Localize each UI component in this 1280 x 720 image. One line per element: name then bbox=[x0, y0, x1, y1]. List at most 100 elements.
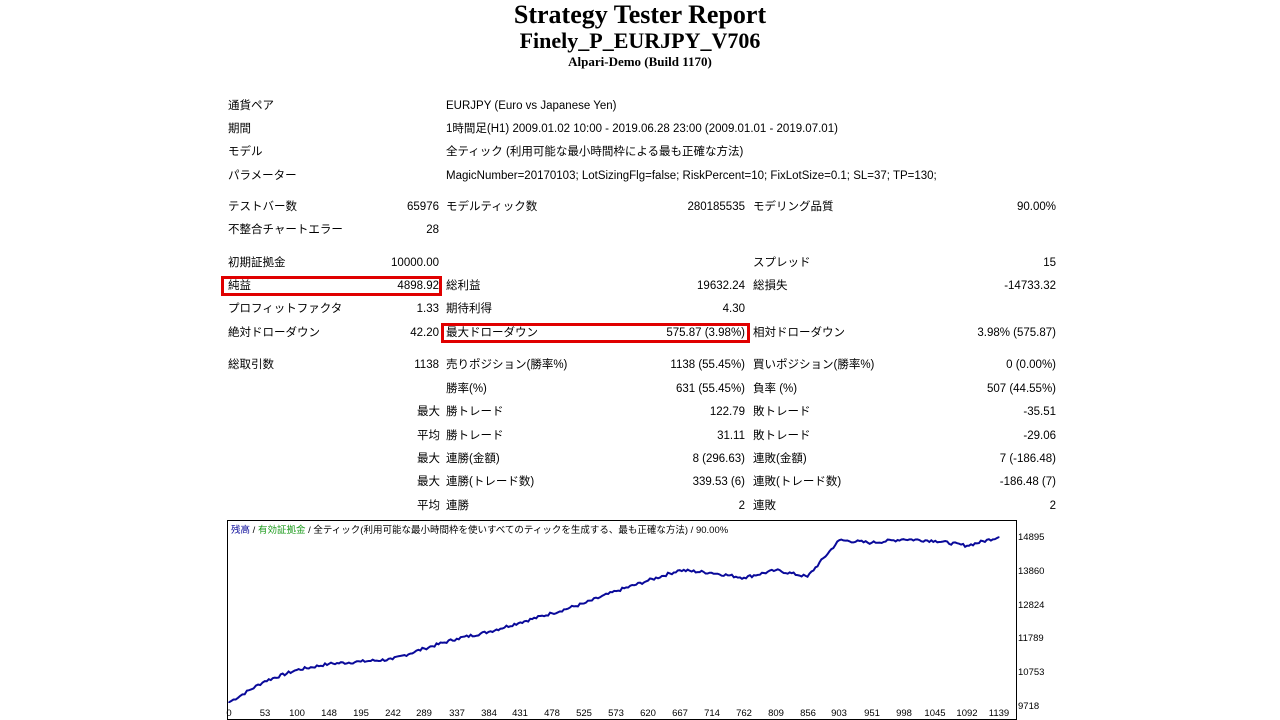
max-prefix-2: 最大 bbox=[417, 453, 440, 465]
balance-point bbox=[647, 579, 649, 582]
x-tick-label: 809 bbox=[768, 708, 784, 719]
max-prefix: 最大 bbox=[417, 406, 440, 418]
gross-loss-label: 総損失 bbox=[753, 280, 788, 292]
params-value: MagicNumber=20170103; LotSizingFlg=false… bbox=[446, 170, 937, 182]
mismatch-row: 不整合チャートエラー 28 bbox=[228, 220, 1056, 240]
spread-label: スプレッド bbox=[753, 257, 811, 269]
win-rate-label: 勝率(%) bbox=[446, 383, 487, 395]
ticks-label: モデルティック数 bbox=[446, 201, 538, 213]
short-positions-value: 1138 (55.45%) bbox=[670, 359, 745, 371]
spread-value: 15 bbox=[1043, 257, 1056, 269]
total-trades-label: 総取引数 bbox=[228, 359, 274, 371]
max-win-value: 122.79 bbox=[709, 406, 745, 418]
max-prefix-3: 最大 bbox=[417, 476, 440, 488]
report-title: Strategy Tester Report bbox=[513, 0, 767, 29]
max-trade-row: 最大 勝トレード 122.79 敗トレード -35.51 bbox=[228, 402, 1056, 422]
long-positions-label: 買いポジション(勝率%) bbox=[753, 359, 875, 371]
consec-loss-amount-value: 7 (-186.48) bbox=[999, 453, 1056, 465]
avg-loss-value: -29.06 bbox=[1023, 430, 1056, 442]
x-tick-label: 762 bbox=[736, 708, 752, 719]
consec-loss-count-value: -186.48 (7) bbox=[999, 476, 1056, 488]
deposit-label: 初期証拠金 bbox=[228, 257, 286, 269]
balance-point bbox=[743, 576, 745, 579]
net-profit-row: 純益 4898.92 総利益 19632.24 総損失 -14733.32 bbox=[228, 276, 1056, 296]
balance-point bbox=[456, 637, 458, 640]
x-tick-label: 100 bbox=[289, 708, 305, 719]
server-info: Alpari-Demo (Build 1170) bbox=[568, 54, 712, 69]
balance-point bbox=[806, 575, 809, 578]
balance-point bbox=[423, 647, 426, 650]
x-tick-label: 1045 bbox=[924, 708, 946, 719]
avg-consec-win-value: 2 bbox=[738, 500, 745, 512]
win-rate-value: 631 (55.45%) bbox=[675, 383, 745, 395]
x-tick-label: 951 bbox=[864, 708, 880, 719]
x-tick-label: 148 bbox=[321, 708, 337, 719]
symbol-value: EURJPY (Euro vs Japanese Yen) bbox=[446, 100, 617, 112]
abs-drawdown-label: 絶対ドローダウン bbox=[228, 327, 320, 339]
avg-prefix-2: 平均 bbox=[417, 500, 440, 512]
x-tick-label: 1092 bbox=[956, 708, 978, 719]
legend-equity: 有効証拠金 bbox=[257, 525, 306, 536]
legend-balance: 残高 bbox=[231, 525, 251, 536]
balance-point bbox=[679, 569, 681, 571]
rel-drawdown-value: 3.98% (575.87) bbox=[977, 327, 1056, 339]
avg-win-label: 勝トレード bbox=[446, 430, 504, 442]
y-tick-label: 10753 bbox=[1018, 667, 1045, 678]
consec-win-count-value: 339.53 (6) bbox=[692, 476, 745, 488]
mismatch-value: 28 bbox=[426, 224, 439, 236]
balance-chart bbox=[227, 520, 1017, 720]
balance-point bbox=[998, 536, 1000, 538]
balance-point bbox=[391, 658, 394, 661]
consec-amount-row: 最大 連勝(金額) 8 (296.63) 連敗(金額) 7 (-186.48) bbox=[228, 449, 1056, 469]
balance-point bbox=[902, 538, 905, 540]
balance-point bbox=[775, 569, 777, 571]
x-tick-label: 478 bbox=[544, 708, 560, 719]
drawdown-row: 絶対ドローダウン 42.20 最大ドローダウン 575.87 (3.98%) 相… bbox=[228, 323, 1056, 343]
loss-rate-label: 負率 (%) bbox=[753, 383, 798, 395]
balance-point bbox=[934, 540, 937, 542]
x-tick-label: 195 bbox=[353, 708, 369, 719]
y-tick-label: 13860 bbox=[1018, 566, 1045, 577]
consec-loss-count-label: 連敗(トレード数) bbox=[753, 476, 842, 488]
max-loss-label: 敗トレード bbox=[753, 406, 811, 418]
x-tick-label: 431 bbox=[512, 708, 528, 719]
chart-frame bbox=[227, 520, 1017, 720]
expected-payoff-label: 期待利得 bbox=[446, 303, 492, 315]
expected-payoff-value: 4.30 bbox=[722, 303, 745, 315]
consec-loss-amount-label: 連敗(金額) bbox=[753, 453, 807, 465]
x-tick-label: 525 bbox=[576, 708, 592, 719]
bars-label: テストバー数 bbox=[228, 201, 297, 213]
x-tick-label: 337 bbox=[449, 708, 465, 719]
long-positions-value: 0 (0.00%) bbox=[1006, 359, 1056, 371]
y-tick-label: 9718 bbox=[1018, 701, 1040, 712]
balance-point bbox=[487, 631, 490, 633]
consec-count-row: 最大 連勝(トレード数) 339.53 (6) 連敗(トレード数) -186.4… bbox=[228, 472, 1056, 492]
x-tick-label: 998 bbox=[896, 708, 912, 719]
chart-legend: 残高 / 有効証拠金 / 全ティック(利用可能な最小時間枠を使いすべてのティック… bbox=[231, 524, 728, 537]
balance-series-line bbox=[228, 536, 1000, 704]
x-tick-label: 53 bbox=[259, 708, 271, 719]
deposit-row: 初期証拠金 10000.00 スプレッド 15 bbox=[228, 253, 1056, 273]
balance-point bbox=[295, 669, 298, 671]
max-win-label: 勝トレード bbox=[446, 406, 504, 418]
consec-win-amount-label: 連勝(金額) bbox=[446, 453, 500, 465]
period-value: 1時間足(H1) 2009.01.02 10:00 - 2019.06.28 2… bbox=[446, 123, 838, 135]
max-drawdown-label: 最大ドローダウン bbox=[446, 327, 538, 339]
profit-factor-row: プロフィットファクタ 1.33 期待利得 4.30 bbox=[228, 299, 1056, 319]
y-tick-label: 14895 bbox=[1018, 532, 1045, 543]
legend-sep-3: / bbox=[688, 525, 696, 536]
model-row: モデル 全ティック (利用可能な最小時間枠による最も正確な方法) bbox=[228, 142, 1056, 162]
gross-loss-value: -14733.32 bbox=[1004, 280, 1056, 292]
model-label: モデル bbox=[228, 146, 263, 158]
abs-drawdown-value: 42.20 bbox=[410, 327, 439, 339]
params-label: パラメーター bbox=[228, 170, 297, 182]
avg-trade-row: 平均 勝トレード 31.11 敗トレード -29.06 bbox=[228, 426, 1056, 446]
profit-factor-value: 1.33 bbox=[416, 303, 439, 315]
max-drawdown-value: 575.87 (3.98%) bbox=[666, 327, 745, 339]
params-row: パラメーター MagicNumber=20170103; LotSizingFl… bbox=[228, 166, 1056, 186]
ea-name: Finely_P_EURJPY_V706 bbox=[519, 28, 761, 53]
y-tick-label: 11789 bbox=[1018, 633, 1044, 644]
legend-quality: 90.00% bbox=[695, 525, 729, 536]
trades-row: 総取引数 1138 売りポジション(勝率%) 1138 (55.45%) 買いポ… bbox=[228, 355, 1056, 375]
balance-point bbox=[551, 612, 553, 615]
